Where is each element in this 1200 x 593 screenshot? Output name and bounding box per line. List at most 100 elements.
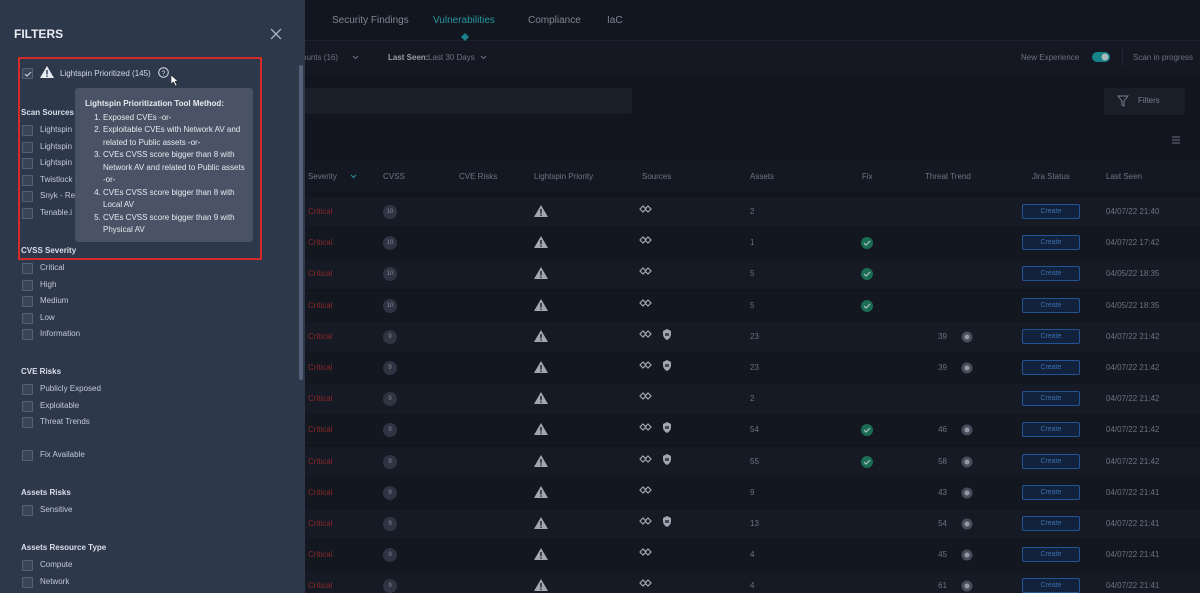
section-title: CVSS Severity <box>21 246 77 255</box>
checkbox[interactable] <box>22 158 33 169</box>
filter-option[interactable]: Compute <box>40 560 73 569</box>
column-header[interactable]: Severity <box>308 172 337 181</box>
filter-option[interactable]: Fix Available <box>40 450 85 459</box>
table-row[interactable]: Critical 9 9 43 Create 04/07/22 21:41 <box>305 477 1200 508</box>
checkbox[interactable] <box>22 191 33 202</box>
checkbox[interactable] <box>22 174 33 186</box>
priority-icon <box>534 454 548 467</box>
search-box[interactable] <box>305 88 632 114</box>
nav-tab[interactable]: IaC <box>607 15 623 26</box>
checkbox[interactable] <box>22 329 33 340</box>
table-row[interactable]: Critical 10 1 Create 04/07/22 17:42 <box>305 228 1200 259</box>
checkbox[interactable] <box>22 125 33 136</box>
filter-option[interactable]: Network <box>40 576 70 586</box>
checkbox[interactable] <box>22 505 33 516</box>
priority-icon <box>534 392 548 405</box>
priority-icon <box>534 205 548 217</box>
filter-option[interactable]: Lightspin <box>40 141 73 151</box>
checkbox[interactable] <box>22 400 33 412</box>
table-row[interactable]: Critical 9 23 39 Create 04/07/22 21:42 <box>305 321 1200 352</box>
table-row[interactable]: Critical 10 2 Create 04/07/22 21:40 <box>305 197 1200 227</box>
filter-option[interactable]: Low <box>40 312 55 322</box>
list-icon[interactable] <box>1171 135 1181 145</box>
jira-create-button[interactable]: Create <box>1022 266 1080 282</box>
jira-create-button[interactable]: Create <box>1022 360 1080 375</box>
trend-icon <box>961 424 973 436</box>
jira-create-button[interactable]: Create <box>1022 391 1080 407</box>
filter-option[interactable]: Twistlock <box>40 174 73 184</box>
jira-create-button[interactable]: Create <box>1022 235 1080 251</box>
jira-create-button[interactable]: Create <box>1022 484 1080 500</box>
column-header[interactable]: CVE Risks <box>459 172 498 181</box>
column-header[interactable]: Threat Trend <box>925 172 971 181</box>
jira-create-button[interactable]: Create <box>1022 297 1080 313</box>
filter-option[interactable]: Sensitive <box>40 505 73 514</box>
column-header[interactable]: CVSS <box>383 172 405 181</box>
jira-create-button[interactable]: Create <box>1022 578 1080 593</box>
scrollbar[interactable] <box>299 65 303 380</box>
tooltip-item: CVEs CVSS score bigger than 9 with Physi… <box>103 212 247 237</box>
table-row[interactable]: Critical 9 4 61 Create 04/07/22 21:41 <box>305 571 1200 593</box>
filter-option[interactable]: Exploitable <box>40 400 80 410</box>
priority-icon <box>534 485 548 498</box>
checkbox[interactable] <box>22 279 33 291</box>
filter-option[interactable]: Critical <box>40 263 65 272</box>
table-row[interactable]: Critical 9 13 54 Create 04/07/22 21:41 <box>305 509 1200 539</box>
checkbox[interactable] <box>22 263 33 274</box>
column-header[interactable]: Lightspin Priority <box>534 172 594 181</box>
checkbox[interactable] <box>22 296 33 307</box>
table-row[interactable]: Critical 9 4 45 Create 04/07/22 21:41 <box>305 540 1200 571</box>
nav-tab[interactable]: Security Findings <box>332 15 409 26</box>
trend-icon <box>961 362 973 374</box>
column-header[interactable]: Jira Status <box>1032 172 1070 181</box>
priority-icon <box>534 517 548 529</box>
table-row[interactable]: Critical 10 5 Create 04/05/22 18:35 <box>305 259 1200 290</box>
jira-create-button[interactable]: Create <box>1022 516 1080 531</box>
table-row[interactable]: Critical 9 2 Create 04/07/22 21:42 <box>305 384 1200 415</box>
toggle[interactable] <box>1092 52 1110 62</box>
checkbox[interactable] <box>22 560 33 571</box>
checkbox[interactable] <box>22 68 33 79</box>
checkbox[interactable] <box>22 450 33 461</box>
table-row[interactable]: Critical 9 55 58 Create 04/07/22 21:42 <box>305 446 1200 477</box>
filters-button[interactable] <box>1104 88 1185 115</box>
table-row[interactable]: Critical 9 54 46 Create 04/07/22 21:42 <box>305 415 1200 446</box>
filter-option[interactable]: Publicly Exposed <box>40 384 101 393</box>
source-icon <box>639 423 652 432</box>
last-seen-value[interactable]: Last 30 Days <box>428 53 475 62</box>
column-header[interactable]: Sources <box>642 172 672 181</box>
jira-create-button[interactable]: Create <box>1022 547 1080 563</box>
filter-option[interactable]: Tenable.i <box>40 207 73 217</box>
tooltip-item: Exposed CVEs -or- <box>103 112 247 125</box>
checkbox[interactable] <box>22 141 33 153</box>
toolbar <box>305 41 1200 74</box>
checkbox[interactable] <box>22 384 33 395</box>
filter-option[interactable]: Medium <box>40 296 69 305</box>
table-row[interactable]: Critical 9 23 39 Create 04/07/22 21:42 <box>305 353 1200 383</box>
jira-create-button[interactable]: Create <box>1022 204 1080 219</box>
filter-option[interactable]: High <box>40 279 57 289</box>
filter-option[interactable]: Lightspin <box>40 125 73 134</box>
column-header[interactable]: Last Seen <box>1106 172 1143 181</box>
accounts-dropdown[interactable]: ounts (16) <box>305 53 339 62</box>
nav-tab[interactable]: Vulnerabilities <box>433 15 495 26</box>
close-button[interactable] <box>270 28 282 40</box>
filter-option[interactable]: Information <box>40 329 81 338</box>
checkbox[interactable] <box>22 312 33 324</box>
checkbox[interactable] <box>22 576 33 588</box>
filter-option[interactable]: Threat Trends <box>40 417 90 426</box>
column-header[interactable]: Assets <box>750 172 775 181</box>
checkbox[interactable] <box>22 417 33 428</box>
jira-create-label: Create <box>1040 270 1062 278</box>
filter-option[interactable]: Snyk - Re <box>40 191 76 200</box>
jira-create-button[interactable]: Create <box>1022 422 1080 438</box>
jira-create-button[interactable]: Create <box>1022 453 1080 469</box>
nav-tab[interactable]: Compliance <box>528 15 581 26</box>
table-row[interactable]: Critical 10 5 Create 04/05/22 18:35 <box>305 290 1200 321</box>
last-seen: 04/07/22 17:42 <box>1106 238 1160 248</box>
jira-create-button[interactable]: Create <box>1022 328 1080 344</box>
source-icon <box>663 328 671 340</box>
column-header[interactable]: Fix <box>862 172 873 181</box>
filter-option[interactable]: Lightspin <box>40 158 73 167</box>
checkbox[interactable] <box>22 207 33 219</box>
